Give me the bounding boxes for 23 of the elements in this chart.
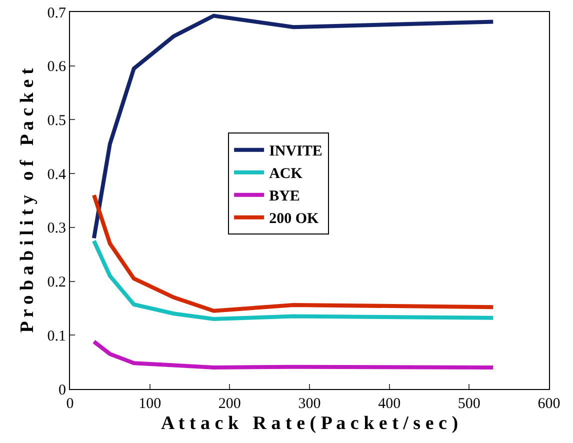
y-tick-label: 0 — [58, 382, 66, 398]
y-tick-label: 0.5 — [47, 112, 66, 129]
x-tick-label: 600 — [538, 396, 560, 412]
y-tick-label: 0.7 — [47, 5, 66, 22]
legend-label: INVITE — [269, 144, 322, 160]
x-tick-label: 500 — [458, 396, 480, 412]
y-tick-label: 0.1 — [47, 328, 66, 344]
line-series — [92, 340, 496, 370]
x-tick-label: 100 — [138, 396, 162, 412]
y-tick-label: 0.6 — [47, 59, 66, 76]
x-tick-label: 400 — [378, 396, 401, 412]
x-axis-title: A t t a c k R a t e ( P a c k e t / s e c ) — [160, 412, 458, 434]
x-tick-label: 300 — [298, 396, 321, 412]
legend-label: BYE — [269, 188, 300, 205]
y-tick-label: 0.3 — [47, 220, 66, 237]
line-series — [92, 14, 496, 240]
y-tick-label: 0.4 — [47, 166, 66, 183]
legend-label: 200 OK — [269, 211, 319, 228]
line-series — [92, 238, 496, 321]
legend-label: ACK — [269, 166, 303, 182]
y-tick-label: 0.2 — [47, 274, 66, 291]
x-tick-label: 200 — [218, 396, 241, 412]
y-axis-title: P r o b a b i l i t y o f P a c k e t — [17, 68, 38, 333]
